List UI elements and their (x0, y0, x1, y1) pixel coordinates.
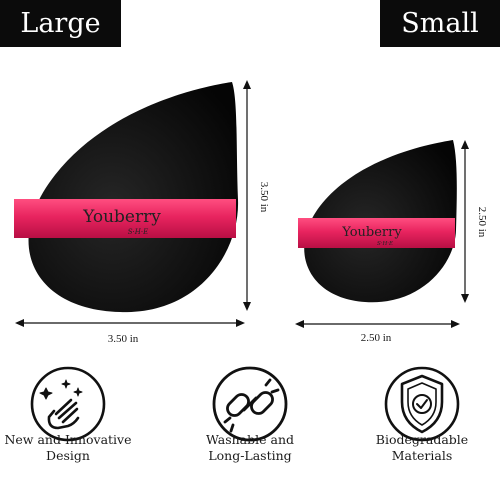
small-height-label: 2.50 in (476, 207, 488, 238)
small-brand-text: Youberry (341, 225, 402, 240)
shield-check-icon (384, 366, 460, 442)
size-label-large: Large (0, 0, 121, 47)
small-width-label: 2.50 in (361, 332, 392, 344)
large-brand-text: Youberry (82, 207, 161, 227)
small-brand-sub: S·H·E (377, 241, 393, 247)
large-dimensions: 3.50 in 3.50 in (15, 80, 270, 345)
large-brand-sub: S·H·E (128, 228, 148, 236)
small-ribbon (298, 218, 455, 248)
feature-caption-washable: Washable and Long-Lasting (205, 432, 294, 463)
small-puff: Youberry S·H·E (298, 140, 457, 303)
feature-caption-biodegradable: Biodegradable Materials (375, 432, 469, 463)
large-height-label: 3.50 in (258, 182, 270, 213)
large-width-label: 3.50 in (108, 333, 139, 345)
sparkle-finger-icon (30, 366, 106, 442)
large-puff: Youberry S·H·E (14, 82, 239, 313)
chain-link-icon (212, 366, 288, 442)
feature-caption-design: New and Innovative Design (4, 432, 132, 463)
large-ribbon (14, 199, 236, 238)
small-dimensions: 2.50 in 2.50 in (295, 140, 488, 344)
size-label-small: Small (380, 0, 500, 47)
